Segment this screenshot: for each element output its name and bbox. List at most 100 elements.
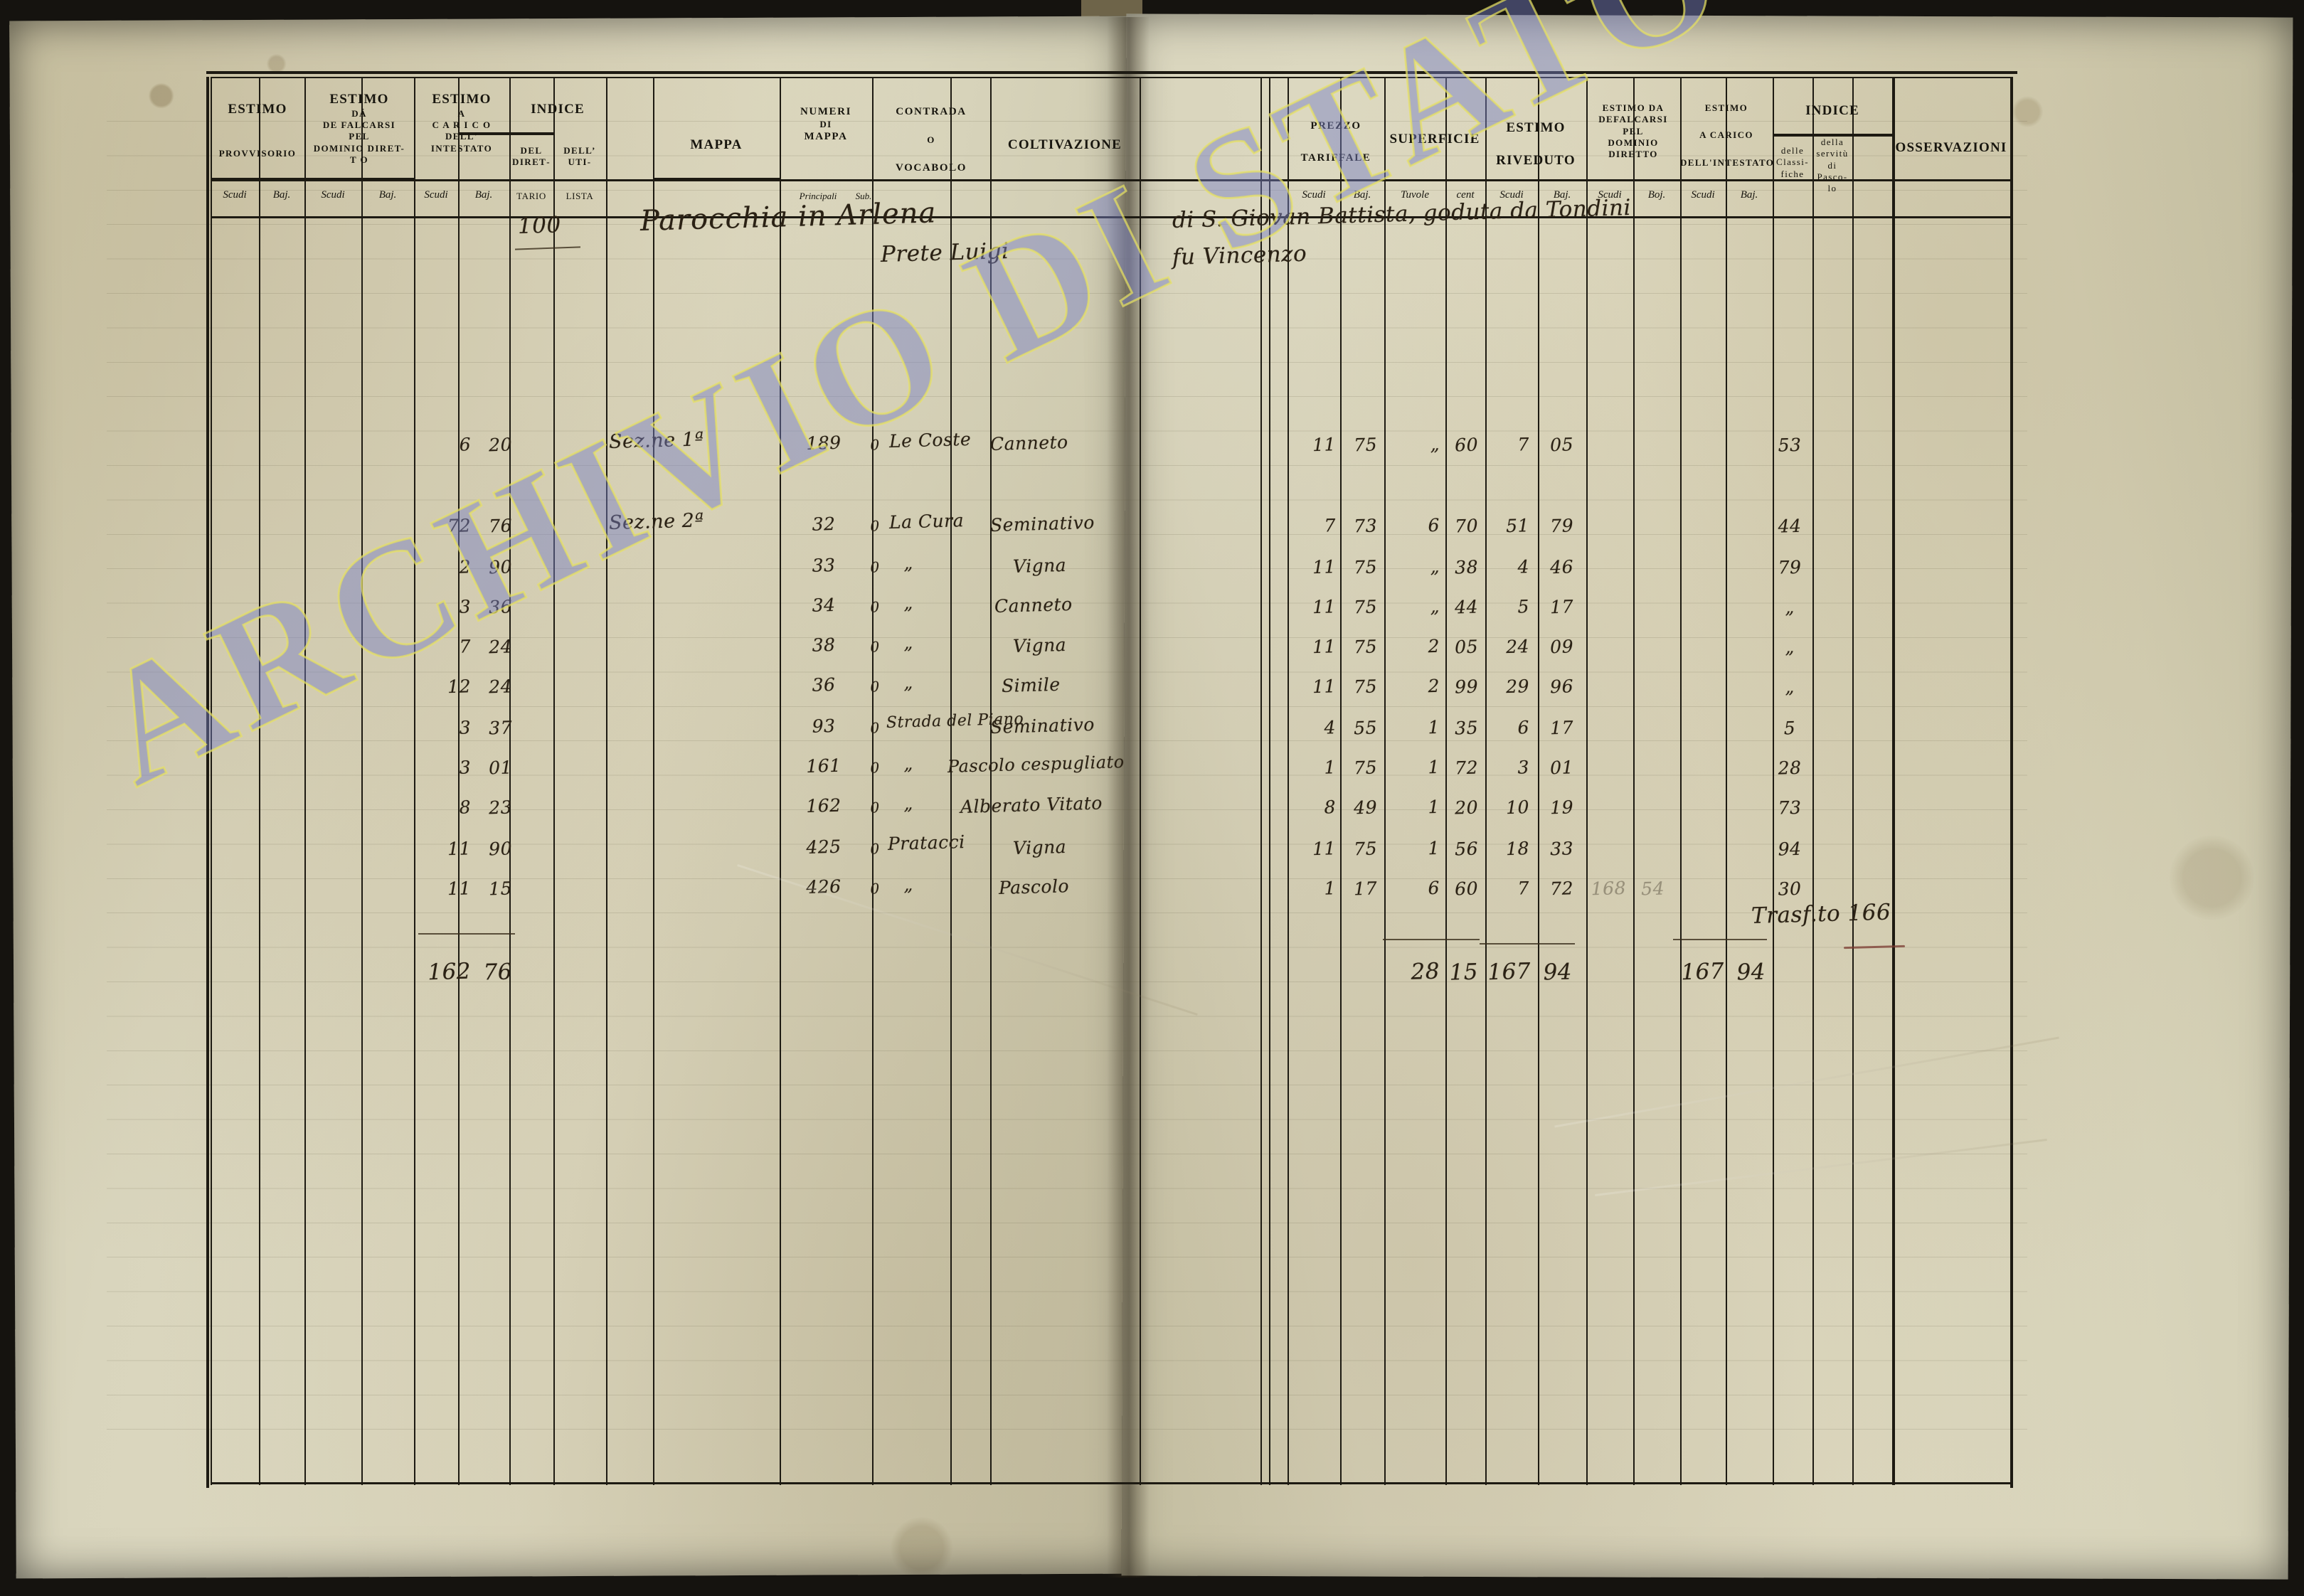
cell-estimo-carico-baj: 24 (488, 676, 513, 698)
cell-prezzo-baj: 75 (1353, 676, 1378, 698)
cell-superficie-cent: 38 (1454, 556, 1479, 578)
cell-numero-principale: 161 (805, 755, 842, 777)
cell-prezzo-scudi: 11 (1312, 556, 1337, 578)
grid-v (206, 77, 209, 1488)
grid-v (653, 77, 654, 1485)
cell-numero-principale: 162 (805, 794, 842, 817)
cell-numero-sub: 0 (870, 558, 880, 576)
header-contrada-vocabolo: CONTRADA O VOCABOLO (895, 106, 967, 174)
cell-estimo-carico-scudi: 2 (459, 556, 472, 578)
unit-scudi: Scudi (424, 189, 448, 201)
unit-principali: Principali (799, 191, 837, 201)
cell-indice-classifiche: 79 (1778, 556, 1802, 578)
cell-prezzo-baj: 55 (1353, 717, 1378, 739)
cell-prezzo-baj: 75 (1353, 556, 1378, 578)
cell-superficie-cent: 56 (1454, 838, 1479, 860)
unit-baj: Baj. (474, 189, 493, 201)
cell-estimo-carico-baj: 90 (488, 556, 513, 578)
cell-estimo-carico-baj: 01 (488, 757, 513, 779)
header-estimo-riveduto: ESTIMO RIVEDUTO (1496, 120, 1576, 168)
cell-contrada: „ (903, 753, 914, 775)
cell-riveduto-scudi: 29 (1505, 676, 1530, 698)
cell-superficie-tavole: „ (1430, 433, 1440, 455)
cell-riveduto-scudi: 10 (1505, 797, 1530, 819)
cell-riveduto-baj: 19 (1549, 797, 1574, 819)
cell-superficie-tavole: 1 (1428, 756, 1440, 778)
cell-numero-sub: 0 (870, 678, 880, 696)
cell-superficie-tavole: 6 (1428, 514, 1440, 536)
cell-superficie-tavole: 6 (1428, 877, 1440, 899)
cell-prezzo-scudi: 11 (1312, 636, 1337, 658)
header-indice-servitu-pascolo: della servitù di Pasco‑ lo (1816, 137, 1849, 193)
cell-mappa: Sez.ne 1ª (608, 428, 705, 453)
header-indice-classifiche: delle Classi‑ fiche (1776, 145, 1809, 179)
cell-coltivazione: Seminativo (989, 713, 1095, 738)
unit-baj: Baj. (1740, 189, 1758, 201)
cell-indice-classifiche: „ (1784, 597, 1795, 618)
total-riveduto-scudi: 167 (1487, 958, 1531, 986)
cell-contrada: „ (903, 672, 914, 693)
cell-prezzo-scudi: 1 (1324, 757, 1337, 778)
unit-scudi: Scudi (1691, 189, 1715, 201)
unit-scudi: Scudi (223, 189, 247, 201)
grid-v (780, 77, 781, 1485)
unit-row-top-rule (211, 179, 2013, 181)
cell-riveduto-baj: 17 (1549, 596, 1574, 618)
grid-v (553, 77, 555, 1485)
cell-numero-sub: 0 (870, 436, 880, 454)
total-rule-riveduto (1480, 943, 1575, 945)
cell-riveduto-baj: 05 (1549, 434, 1574, 456)
total-carico-baj: 94 (1736, 959, 1766, 986)
cell-riveduto-scudi: 5 (1517, 596, 1530, 617)
cell-prezzo-scudi: 11 (1312, 838, 1337, 860)
cell-prezzo-baj: 75 (1353, 636, 1378, 658)
header-estimo-defalcarsi-dominio: ESTIMO DA DEFALCARSI PEL DOMINIO DIRETTO (1598, 102, 1668, 159)
subhdr-rule (211, 178, 414, 181)
cell-numero-principale: 32 (812, 513, 836, 535)
cell-estimo-carico-baj: 24 (488, 636, 513, 658)
cell-contrada: „ (903, 874, 914, 895)
cell-riveduto-baj: 01 (1549, 757, 1574, 779)
cell-indice-direttario: 100 (517, 212, 562, 239)
cell-prezzo-baj: 17 (1353, 878, 1378, 900)
cell-indice-classifiche: „ (1784, 637, 1795, 658)
header-indice-right: INDICE (1805, 103, 1859, 118)
cell-numero-principale: 93 (812, 715, 836, 737)
cell-numero-principale: 38 (812, 634, 836, 656)
unit-cent: cent (1456, 189, 1475, 201)
grid-v (361, 77, 363, 1485)
header-estimo-carico-intestato-right: ESTIMO A CARICO DELL'INTESTATO (1680, 102, 1775, 168)
unit-direttario: TARIO (516, 191, 546, 201)
cell-estimo-carico-scudi: 6 (459, 434, 472, 455)
cell-intestazione-line2: Prete Luigi (880, 238, 1009, 267)
grid-v (990, 77, 992, 1485)
cell-numero-principale: 36 (812, 674, 836, 696)
cell-superficie-tavole: 1 (1428, 796, 1440, 818)
cell-contrada: Pratacci (887, 831, 966, 854)
cell-superficie-tavole: 2 (1428, 635, 1440, 657)
grid-v-gutter (1269, 77, 1270, 1485)
cell-numero-sub: 0 (870, 638, 880, 656)
cell-coltivazione: Canneto (989, 431, 1069, 454)
cell-estimo-carico-baj: 76 (488, 515, 513, 537)
cell-superficie-cent: 44 (1454, 596, 1479, 618)
unit-baj: Baj. (272, 189, 291, 201)
grid-v (1340, 77, 1342, 1485)
unit-baj: Baj. (378, 189, 397, 201)
cell-riveduto-baj: 33 (1549, 838, 1574, 860)
total-rule-superficie (1383, 939, 1480, 940)
subhdr-rule (458, 132, 553, 135)
cell-superficie-tavole: „ (1430, 555, 1440, 578)
cell-numero-principale: 426 (805, 876, 842, 898)
cell-prezzo-scudi: 4 (1324, 717, 1337, 738)
grid-v (1288, 77, 1289, 1485)
cell-coltivazione: Vigna (1012, 634, 1067, 656)
cell-osservazioni-note: Trasf.to 166 (1751, 899, 1891, 929)
cell-riveduto-baj: 09 (1549, 636, 1574, 658)
header-numeri-di-mappa: NUMERI DI MAPPA (800, 106, 852, 142)
cell-numero-principale: 34 (812, 594, 836, 616)
cell-numero-principale: 33 (812, 554, 836, 576)
cell-coltivazione: Seminativo (989, 511, 1095, 536)
cell-numero-principale: 189 (805, 432, 842, 454)
